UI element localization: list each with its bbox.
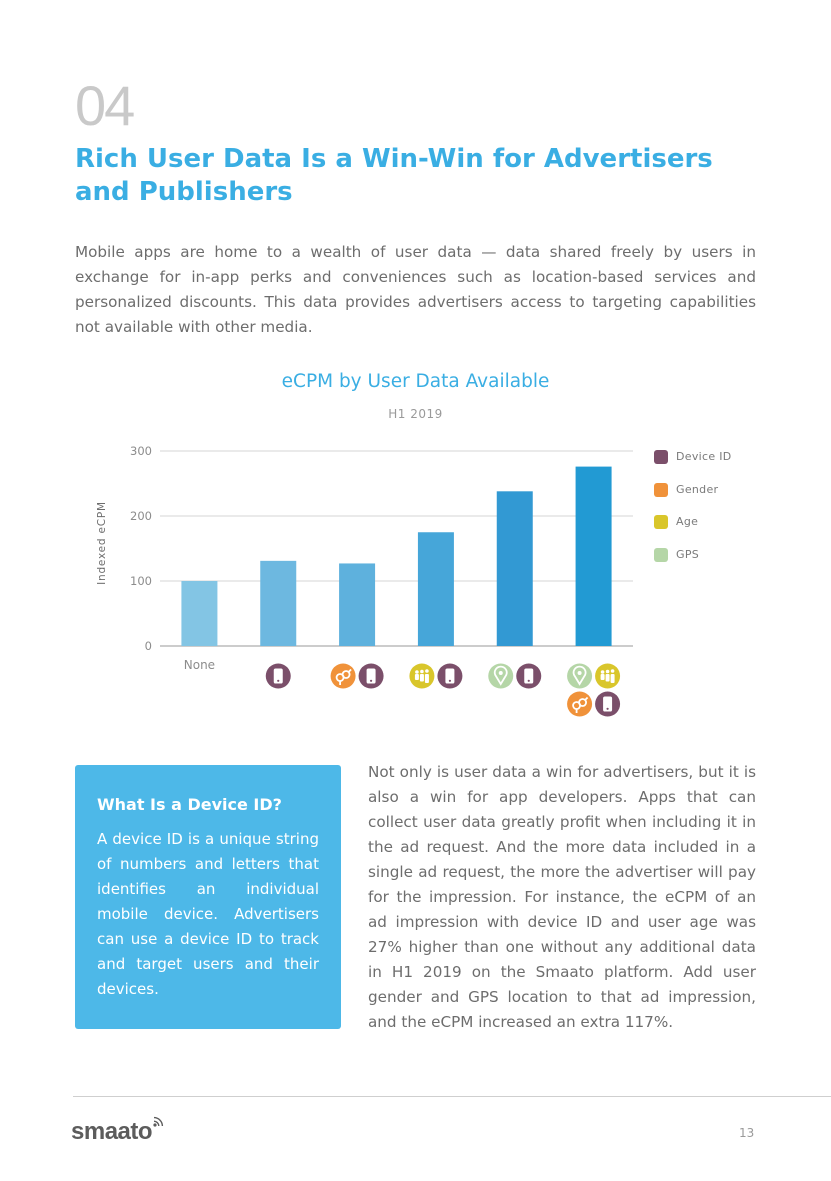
section-number: 04: [75, 74, 135, 137]
person-body: [610, 674, 615, 683]
male-arrow: [347, 668, 352, 673]
signal-icon: [153, 1116, 164, 1127]
legend-label: Age: [676, 515, 699, 528]
page-title: Rich User Data Is a Win-Win for Advertis…: [75, 144, 713, 207]
pin-shape: [493, 665, 508, 686]
phone-button: [277, 679, 280, 682]
legend-label: Device ID: [676, 450, 732, 463]
phone-button: [448, 679, 452, 682]
legend-item-gps: GPS: [654, 547, 732, 581]
bar: [575, 466, 612, 646]
male-arrow: [584, 696, 589, 701]
phone-shape: [603, 696, 613, 712]
person-head: [605, 669, 610, 674]
person-body: [414, 674, 419, 680]
legend-label: GPS: [676, 547, 700, 561]
phone-shape: [366, 668, 376, 684]
bar: [260, 560, 297, 646]
gps-icon: [567, 663, 593, 689]
gender-icon: [330, 663, 356, 689]
phone-button: [527, 679, 530, 682]
x-tick-label: None: [184, 658, 215, 672]
chart-title: eCPM by User Data Available: [281, 371, 550, 392]
legend-swatch-icon: [654, 515, 668, 529]
device-id-icon: [358, 663, 384, 689]
bar: [181, 581, 218, 646]
y-tick-label: 0: [145, 639, 152, 653]
male-shape: [341, 670, 351, 679]
device-id-icon: [516, 663, 542, 689]
person-body: [424, 674, 429, 683]
device-id-callout: What Is a Device ID? A device ID is a un…: [75, 765, 341, 1029]
pin-shape: [572, 665, 587, 686]
body-paragraph: Not only is user data a win for advertis…: [368, 763, 756, 1031]
device-id-icon: [595, 691, 621, 717]
legend-item-age: Age: [654, 515, 732, 548]
phone-shape: [445, 668, 455, 684]
chart-subtitle: H1 2019: [388, 407, 443, 421]
person-body: [605, 674, 610, 682]
footer-divider: [73, 1096, 831, 1097]
chart-legend: Device ID Gender Age GPS: [654, 450, 732, 580]
age-icon: [595, 663, 621, 689]
pin-dot: [498, 671, 503, 675]
person-head: [600, 670, 605, 674]
person-body: [600, 674, 605, 680]
bar: [339, 563, 376, 646]
y-tick-label: 300: [130, 444, 152, 458]
page-number: 13: [739, 1126, 755, 1140]
callout-title: What Is a Device ID?: [97, 795, 282, 814]
y-tick-label: 100: [130, 574, 152, 588]
person-head: [415, 670, 419, 674]
y-axis-label: Indexed eCPM: [96, 501, 108, 585]
phone-shape: [273, 668, 283, 684]
callout-body: A device ID is a unique string of number…: [97, 830, 319, 998]
legend-swatch-icon: [654, 482, 668, 497]
device-id-icon: [437, 663, 463, 689]
legend-item-device-id: Device ID: [654, 450, 732, 483]
person-head: [425, 669, 429, 673]
smaato-logo: smaato: [71, 1116, 164, 1146]
legend-swatch-icon: [654, 547, 668, 562]
legend-label: Gender: [676, 482, 719, 496]
gps-icon: [488, 663, 514, 689]
legend-swatch-icon: [654, 450, 668, 464]
person-head: [610, 669, 615, 673]
age-icon: [409, 663, 435, 689]
bar: [417, 532, 454, 646]
male-shape: [578, 698, 587, 707]
logo-wordmark: smaato: [71, 1118, 153, 1145]
person-head: [420, 669, 424, 674]
legend-item-gender: Gender: [654, 482, 732, 516]
phone-shape: [524, 668, 534, 684]
gender-icon: [567, 691, 593, 717]
device-id-icon: [265, 663, 291, 689]
person-body: [419, 674, 424, 682]
intro-paragraph: Mobile apps are home to a wealth of user…: [75, 243, 756, 336]
phone-button: [369, 679, 373, 682]
y-tick-label: 200: [130, 509, 152, 523]
pin-dot: [577, 671, 582, 675]
phone-button: [606, 707, 609, 710]
bar: [496, 491, 533, 646]
